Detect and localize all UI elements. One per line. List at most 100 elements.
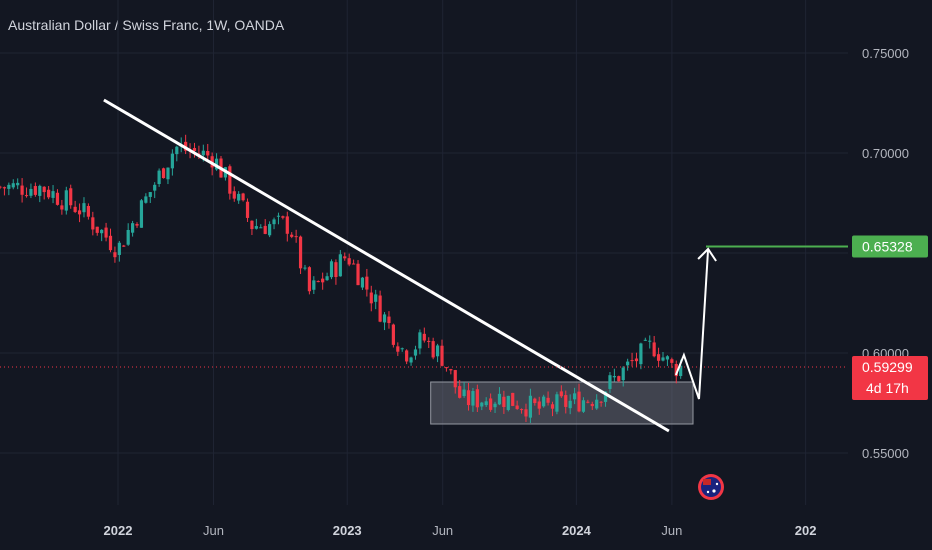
candle-body <box>590 403 594 407</box>
candle-body <box>329 261 334 278</box>
candle-body <box>405 350 409 362</box>
candle-body <box>528 395 532 418</box>
candle-body <box>316 281 320 283</box>
candle-body <box>550 404 555 409</box>
candle-body <box>449 369 453 371</box>
support-zone-box <box>430 381 694 425</box>
projection-path <box>674 248 710 400</box>
candle-body <box>489 398 493 410</box>
candle-body <box>573 393 577 400</box>
candle-body <box>2 187 7 189</box>
candle-body <box>161 168 166 179</box>
candle-body <box>20 185 24 195</box>
candle-body <box>170 153 174 169</box>
candle-body <box>175 146 179 155</box>
candle-body <box>568 400 572 409</box>
candle-body <box>391 324 395 345</box>
candle-body <box>325 276 329 281</box>
flag-star <box>715 482 719 486</box>
candle-body <box>480 402 484 407</box>
candle-body <box>409 357 413 363</box>
candle-body <box>679 365 683 377</box>
candle-body <box>206 151 210 156</box>
candle-body <box>77 210 82 215</box>
candle-body <box>599 401 603 403</box>
candle-body <box>228 166 232 194</box>
candle-body <box>652 342 656 357</box>
candle-body <box>453 370 457 388</box>
candle-body <box>38 185 42 196</box>
target-price-badge <box>852 235 928 258</box>
candle-body <box>466 390 471 406</box>
candle-body <box>24 195 29 197</box>
current-price-label: 0.59299 <box>862 359 913 375</box>
candle-body <box>113 252 117 258</box>
candle-body <box>0 186 2 188</box>
candle-body <box>387 316 391 324</box>
candle-body <box>343 256 347 259</box>
candle-body <box>298 236 303 269</box>
candle-body <box>303 267 307 269</box>
candle-body <box>312 280 316 290</box>
candle-body <box>338 254 342 277</box>
candle-body <box>533 398 537 404</box>
candle-body <box>555 394 559 412</box>
candle-body <box>157 170 161 185</box>
candle-body <box>435 345 440 357</box>
candle-body <box>374 294 378 302</box>
candle-body <box>144 196 148 203</box>
candle-body <box>11 183 15 188</box>
target-price-label: 0.65328 <box>862 238 913 254</box>
candle-body <box>621 367 625 381</box>
candle-body <box>276 215 281 217</box>
candle-body <box>122 245 126 247</box>
time-tick-label: 202 <box>795 523 817 538</box>
candle-body <box>458 386 462 398</box>
candle-body <box>595 399 599 409</box>
candle-body <box>245 201 250 218</box>
candle-body <box>166 167 170 180</box>
candle-body <box>612 376 616 378</box>
candle-body <box>484 401 488 406</box>
candle-body <box>440 345 444 366</box>
candle-body <box>254 226 258 229</box>
candle-body <box>307 267 311 292</box>
candle-body <box>95 226 99 233</box>
candle-body <box>91 217 95 230</box>
candle-body <box>42 186 46 193</box>
candle-body <box>104 227 108 238</box>
candle-body <box>139 200 144 228</box>
candle-body <box>365 276 369 290</box>
candle-body <box>413 349 418 356</box>
candle-body <box>382 314 387 323</box>
candle-body <box>69 188 73 206</box>
time-tick-label: 2023 <box>333 523 362 538</box>
candle-body <box>511 392 515 406</box>
drawings-layer <box>0 98 848 433</box>
candle-body <box>126 229 130 245</box>
candle-body <box>82 203 86 213</box>
candle-body <box>60 205 64 210</box>
candle-body <box>670 359 674 363</box>
candle-body <box>16 182 20 186</box>
candle-body <box>577 391 581 412</box>
candle-body <box>290 234 294 237</box>
candle-body <box>546 397 550 403</box>
candle-body <box>418 332 422 349</box>
candle-body <box>232 191 236 199</box>
candle-body <box>51 191 55 198</box>
candle-body <box>656 354 661 361</box>
candle-body <box>639 343 643 365</box>
time-tick-label: 2022 <box>104 523 133 538</box>
candle-body <box>396 346 400 352</box>
trendline <box>103 98 670 433</box>
candle-body <box>64 190 68 211</box>
candle-body <box>537 401 541 409</box>
price-badges: 0.65328 0.59299 4d 17h <box>852 235 928 401</box>
time-axis: 2022 Jun 2023 Jun 2024 Jun 202 <box>104 523 817 538</box>
candle-body <box>617 376 621 382</box>
candle-body <box>263 225 267 234</box>
candle-body <box>665 356 670 360</box>
candle-body <box>334 262 338 277</box>
